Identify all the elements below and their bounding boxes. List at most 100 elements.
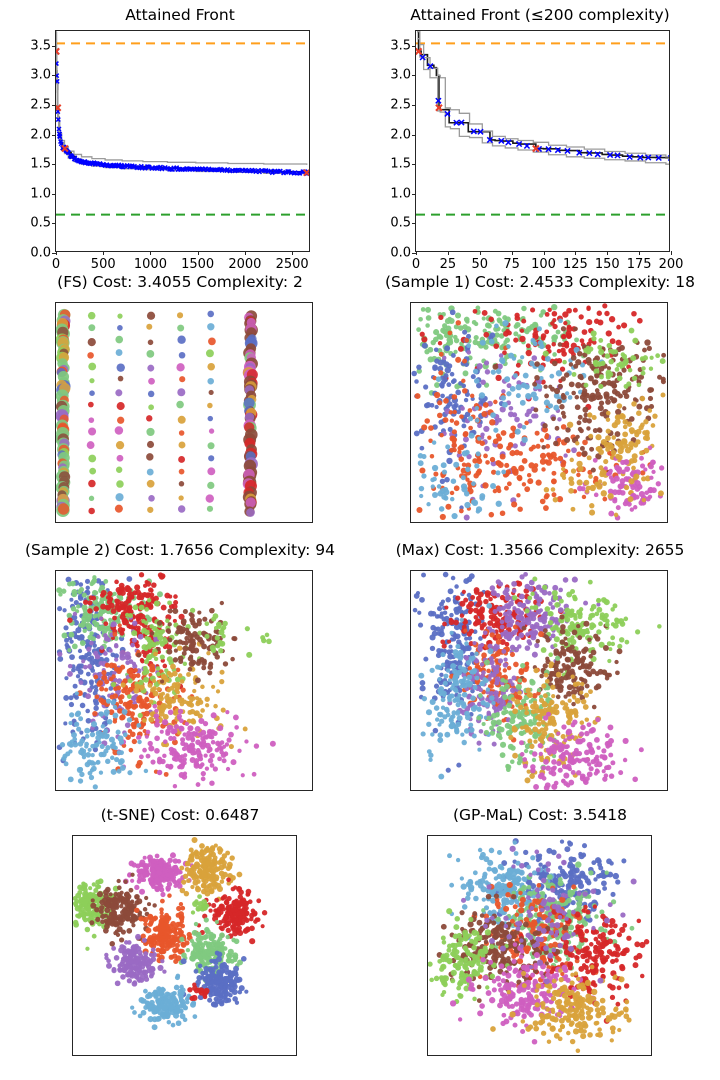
scatter-point — [128, 672, 134, 678]
scatter-point — [584, 717, 590, 722]
scatter-point — [617, 483, 624, 490]
scatter-point — [521, 425, 527, 430]
scatter-point — [112, 615, 117, 621]
scatter-point — [605, 417, 611, 422]
scatter-point — [495, 719, 502, 726]
scatter-point — [266, 638, 272, 645]
scatter-point — [570, 635, 575, 640]
scatter-point — [178, 725, 185, 732]
panel-t-sne: (t-SNE) Cost: 0.6487 — [0, 807, 360, 1080]
scatter-point — [553, 387, 561, 395]
scatter-point — [579, 720, 585, 725]
scatter-point — [530, 709, 536, 715]
scatter-point — [468, 727, 475, 733]
scatter-point — [208, 455, 215, 462]
scatter-point — [491, 741, 497, 747]
y-tick-mark — [412, 223, 416, 225]
scatter-point — [579, 375, 584, 381]
scatter-point — [492, 488, 498, 494]
scatter-point — [439, 487, 446, 495]
scatter-point — [550, 770, 557, 777]
scatter-point — [439, 718, 445, 724]
scatter-point — [165, 698, 172, 705]
scatter-point — [67, 648, 72, 653]
scatter-point — [488, 608, 495, 615]
scatter-point — [583, 779, 589, 785]
scatter-point — [156, 620, 163, 626]
scatter-point — [158, 857, 165, 863]
scatter-point — [206, 505, 214, 512]
scatter-point — [568, 488, 574, 494]
scatter-point — [219, 669, 225, 675]
series-lower-quartile-front — [417, 38, 669, 165]
scatter-point — [594, 373, 600, 379]
scatter-point — [661, 352, 667, 358]
scatter-point — [445, 708, 450, 714]
scatter-point — [534, 430, 540, 436]
scatter-point — [445, 444, 451, 450]
scatter-point — [144, 592, 151, 599]
scatter-point — [89, 390, 95, 397]
scatter-point — [79, 730, 84, 735]
scatter-point — [568, 649, 574, 654]
fs-title: (FS) Cost: 3.4055 Complexity: 2 — [57, 273, 303, 291]
scatter-point — [577, 485, 583, 492]
scatter-point — [529, 623, 535, 630]
scatter-point — [114, 504, 123, 513]
scatter-point — [96, 634, 101, 639]
scatter-point — [99, 599, 104, 604]
scatter-point — [191, 836, 198, 844]
scatter-point — [147, 390, 155, 398]
scatter-point — [529, 611, 536, 618]
scatter-point — [452, 437, 458, 442]
scatter-point — [421, 695, 428, 702]
scatter-point — [527, 595, 533, 601]
scatter-point — [555, 671, 562, 678]
scatter-point — [585, 345, 591, 351]
scatter-point — [479, 662, 485, 667]
scatter-point — [189, 613, 195, 619]
scatter-point — [580, 677, 585, 682]
scatter-point — [515, 383, 522, 391]
scatter-point — [608, 510, 615, 517]
scatter-point — [218, 648, 224, 654]
scatter-point — [523, 748, 529, 754]
scatter-point — [468, 641, 474, 647]
scatter-point — [596, 602, 601, 607]
scatter-point — [572, 651, 579, 658]
scatter-point — [455, 643, 461, 649]
y-tick-mark — [412, 164, 416, 166]
scatter-point — [130, 695, 137, 702]
scatter-point — [645, 496, 651, 502]
scatter-point — [502, 694, 508, 700]
scatter-point — [437, 732, 444, 738]
scatter-point — [533, 703, 539, 710]
scatter-point — [605, 330, 612, 337]
scatter-point — [626, 421, 633, 427]
scatter-point — [67, 671, 73, 677]
scatter-point — [554, 739, 560, 745]
scatter-point — [156, 646, 161, 652]
scatter-point — [576, 451, 582, 457]
scatter-point — [131, 862, 137, 868]
scatter-point — [139, 595, 145, 601]
scatter-point — [648, 366, 654, 371]
scatter-point — [486, 715, 492, 721]
scatter-point — [544, 355, 551, 362]
scatter-point — [485, 592, 491, 598]
scatter-point — [557, 767, 563, 773]
scatter-point — [536, 601, 542, 607]
scatter-point — [145, 729, 151, 735]
scatter-point — [560, 410, 566, 416]
scatter-point — [108, 662, 115, 669]
scatter-point — [557, 455, 564, 462]
scatter-point — [462, 388, 468, 394]
scatter-point — [520, 663, 526, 669]
scatter-point — [559, 639, 566, 645]
scatter-point — [79, 702, 86, 709]
scatter-point — [162, 739, 168, 745]
scatter-point — [178, 468, 185, 475]
fs-scatter — [56, 308, 258, 517]
scatter-point — [492, 609, 498, 614]
y-tick-label: 3.5 — [390, 38, 411, 54]
